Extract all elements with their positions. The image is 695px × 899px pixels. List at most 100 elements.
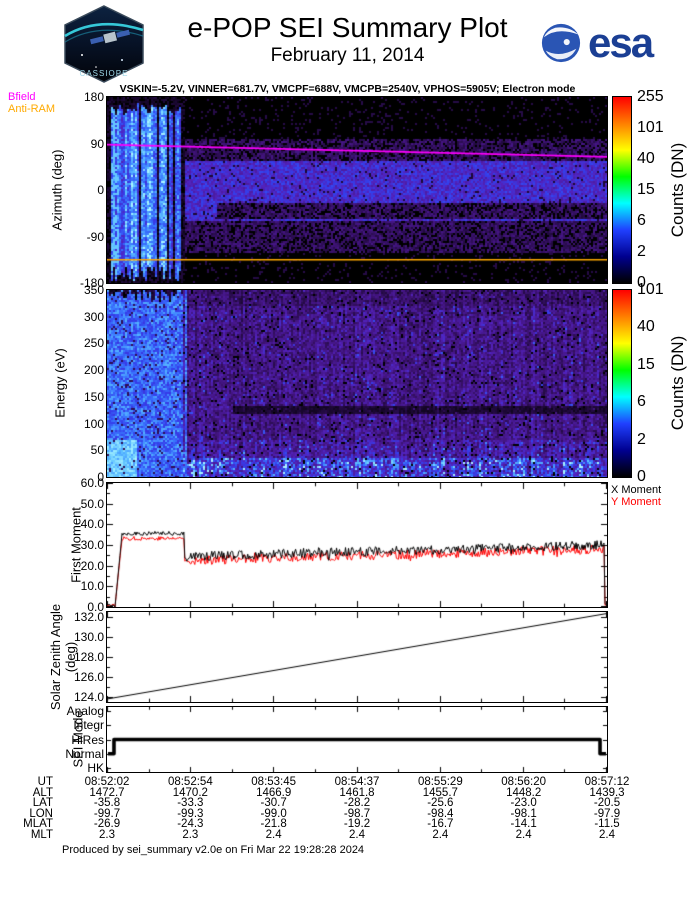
colorbar-tick-label: 6 [637,393,646,411]
azimuth-colorbar-ticks: 255 101 40 15 6 2 0 [637,89,683,291]
row-value: -16.7 [427,818,454,830]
ytick-label: 60.0 [80,476,104,490]
row-value: 08:52:02 [84,776,130,788]
table-row-mlt: MLT 2.3 2.3 2.4 2.4 2.4 2.4 2.4 [0,828,695,841]
row-value: -24.3 [177,818,204,830]
sei-mode-plot [106,706,608,773]
row-value: -99.0 [260,807,287,820]
legend-x-moment: X Moment [611,484,662,496]
row-value: -28.2 [343,797,371,809]
ytick-label: 250 [83,336,104,351]
colorbar-tick-label: 40 [637,150,655,167]
cassiope-mission-patch: CASSIOPE [60,5,148,88]
ytick-label: 40.0 [80,517,104,532]
row-value: -14.1 [510,818,537,830]
legend-bfield: Bfield [8,91,36,103]
energy-ylabel: Energy (eV) [52,348,68,418]
row-value: -98.1 [510,807,537,820]
row-value: 1455.7 [422,786,458,799]
azimuth-ytick-labels: 180 90 0 -90 -180 [58,90,104,290]
colorbar-tick-label: 0 [637,467,646,485]
ytick-label: 200 [83,363,104,378]
row-value: 1439.3 [589,786,625,799]
moment-ylabel: First Moment [68,507,84,583]
sza-ylabel: Solar Zenith Angle (deg) [48,603,78,711]
row-value: -21.8 [260,818,287,830]
row-label: MLAT [23,818,53,830]
ytick-label: 132.0 [73,610,104,624]
row-value: 1466.9 [256,786,292,799]
ytick-label: 130.0 [73,630,104,644]
esa-wordmark: esa [588,19,654,66]
row-value: -99.7 [93,807,121,820]
ytick-label: 0.0 [87,599,104,614]
mission-patch-icon: CASSIOPE [64,5,144,83]
page-date: February 11, 2014 [270,45,425,66]
row-value: -30.7 [260,797,287,809]
row-value: 08:52:54 [167,776,213,788]
colorbar-tick-label: 15 [637,181,655,198]
first-moment-plot [106,482,608,608]
azimuth-colorbar-label: Counts (DN) [668,142,687,238]
energy-colorbar-label: Counts (DN) [668,335,687,431]
row-value: -11.5 [594,818,620,830]
colorbar-tick-label: 2 [637,243,646,260]
legend-y-moment: Y Moment [611,496,661,508]
ytick-label: 180 [83,90,104,104]
row-value: -35.8 [93,797,121,809]
row-value: 08:55:29 [417,776,463,788]
ephemeris-table: UT 08:52:02 08:52:54 08:53:45 08:54:37 08:55:… [0,777,695,840]
ytick-label: 90 [90,136,104,151]
ytick-label: -90 [86,229,104,244]
ytick-label: 100 [83,416,104,431]
ytick-label: 126.0 [73,670,104,684]
row-value: -20.5 [593,797,621,809]
ytick-label: 350 [83,283,104,297]
colorbar-tick-label: 0 [637,274,646,291]
row-value: 2.4 [265,828,282,841]
table-row-alt: ALT 1472.7 1470.2 1466.9 1461.8 1455.7 1448.2 1… [0,786,695,799]
sei-mode-ylabel: SEI Mode [70,710,86,768]
row-value: -98.7 [343,807,371,820]
azimuth-legend: Bfield Anti-RAM [8,91,55,115]
table-row-mlat: MLAT -26.9 -24.3 -21.8 -19.2 -16.7 -14.1 -11.5 [0,819,695,830]
ytick-label: 128.0 [73,650,104,664]
row-value: 2.3 [99,828,115,841]
row-value: -98.4 [427,807,454,820]
row-value: -19.2 [343,818,371,830]
row-value: -33.3 [177,797,204,809]
table-row-ut: UT 08:52:02 08:52:54 08:53:45 08:54:37 08:55:… [0,777,695,788]
ytick-label: 0 [97,469,104,484]
colorbar-tick-label: 40 [637,318,655,336]
mode-category-label: Integr [73,718,104,733]
row-value: 08:54:37 [334,776,380,788]
azimuth-spectrogram [106,96,608,284]
earth-limb-arc [64,22,144,38]
esa-globe-icon [541,23,581,63]
row-label: UT [37,776,53,788]
mode-category-label: HK [87,761,104,775]
ytick-label: 10.0 [80,579,104,594]
row-value: 1472.7 [89,786,125,799]
colorbar-tick-label: 101 [637,119,664,136]
patch-mission-name: CASSIOPE [80,69,129,78]
row-value: 2.4 [349,828,365,841]
row-value: 2.4 [515,828,532,841]
satellite-icon [89,29,131,45]
sei-mode-category-labels: Analog Integr HiRes Normal HK [58,704,104,775]
row-value: -97.9 [593,807,621,820]
row-value: 1470.2 [172,786,208,799]
row-value: 2.4 [432,828,449,841]
table-row-lat: LAT -35.8 -33.3 -30.7 -28.2 -25.6 -23.0 -20.5 [0,798,695,809]
legend-antiram: Anti-RAM [8,103,56,115]
colorbar-tick-label: 255 [637,88,664,105]
row-value: -99.3 [177,807,204,820]
row-value: 2.4 [599,828,615,841]
sza-ytick-labels: 132.0 130.0 128.0 126.0 124.0 [58,610,104,704]
row-label: MLT [30,828,53,841]
moment-legend: X Moment Y Moment [611,484,661,508]
row-label: ALT [32,786,53,799]
row-value: -26.9 [93,818,121,830]
row-value: 08:56:20 [501,776,547,788]
